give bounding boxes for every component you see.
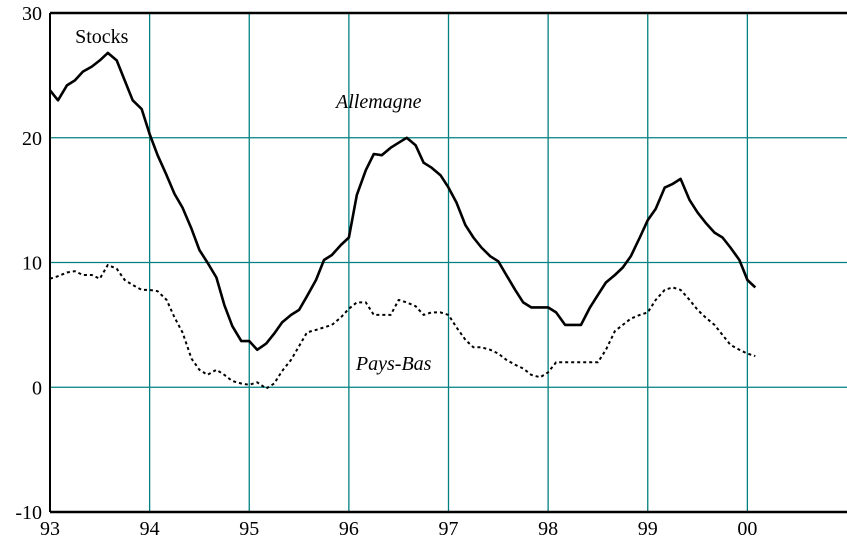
y-tick-label: 10 — [22, 253, 42, 275]
x-tick-label: 98 — [538, 518, 558, 540]
plot-frame — [49, 11, 847, 514]
annotations: Stocks Allemagne Pays-Bas — [75, 26, 432, 375]
series-line-pays-bas — [49, 264, 756, 390]
y-tick-label: -10 — [15, 502, 42, 524]
annotation-label: Stocks — [75, 26, 129, 48]
x-tick-label: 96 — [339, 518, 359, 540]
y-tick-label: 0 — [32, 377, 42, 399]
x-tick-label: 93 — [40, 518, 60, 540]
y-tick-label: 20 — [22, 128, 42, 150]
y-tick-label: 30 — [22, 3, 42, 25]
series-line-allemagne — [48, 51, 757, 352]
x-tick-label: 97 — [439, 518, 459, 540]
annotation-label: Pays-Bas — [355, 353, 432, 375]
x-tick-label: 94 — [140, 518, 160, 540]
annotation-label: Allemagne — [334, 91, 422, 113]
x-tick-labels: 93 94 95 96 97 98 99 00 — [40, 518, 757, 540]
grid-lines — [49, 12, 847, 513]
x-tick-label: 95 — [239, 518, 259, 540]
x-tick-label: 00 — [737, 518, 757, 540]
y-tick-labels: -10 0 10 20 30 — [15, 3, 42, 524]
series-group — [48, 51, 757, 390]
x-tick-label: 99 — [638, 518, 658, 540]
